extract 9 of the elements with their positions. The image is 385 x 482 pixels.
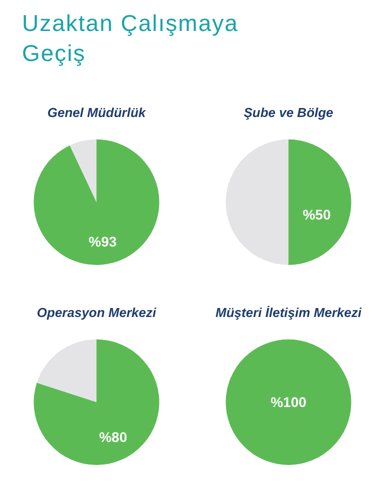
- text: Uzaktan Çalışmaya Geçiş: [22, 9, 240, 68]
- chart-title: Şube ve Bölge: [244, 104, 334, 120]
- data-label: %100: [270, 394, 307, 410]
- data-label: %93: [88, 234, 117, 250]
- chart-title: Operasyon Merkezi: [36, 304, 156, 320]
- chart-title: Genel Müdürlük: [47, 104, 146, 120]
- data-label: %80: [99, 429, 128, 446]
- chart-title: Müşteri İletişim Merkezi: [216, 304, 362, 320]
- data-label: %50: [302, 206, 331, 223]
